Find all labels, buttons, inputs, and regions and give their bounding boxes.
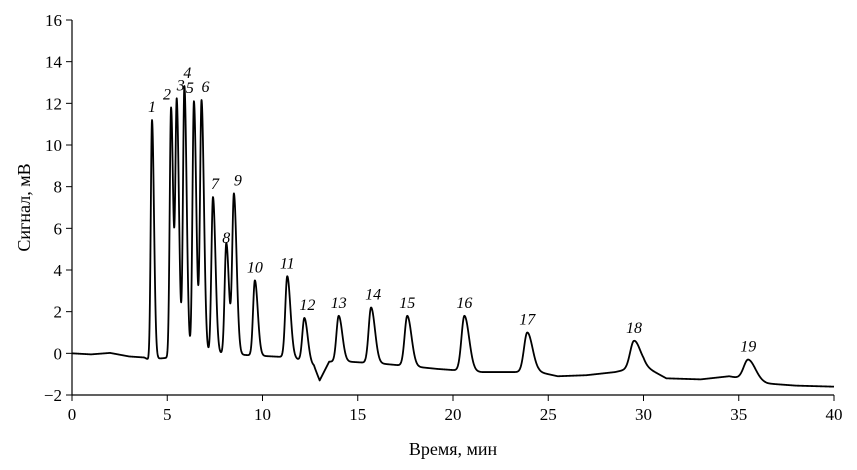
x-axis-title: Время, мин — [409, 439, 498, 459]
peak-label-15: 15 — [399, 295, 415, 312]
peak-label-16: 16 — [456, 295, 472, 312]
peak-label-12: 12 — [299, 297, 315, 314]
peak-label-10: 10 — [247, 259, 263, 276]
peak-label-18: 18 — [626, 320, 642, 337]
peak-label-8: 8 — [222, 230, 230, 247]
x-tick-label: 30 — [635, 405, 652, 424]
x-tick-label: 20 — [445, 405, 462, 424]
y-tick-label: 14 — [45, 53, 63, 72]
y-tick-label: 12 — [45, 94, 62, 113]
y-tick-label: −2 — [44, 386, 62, 405]
y-tick-label: 16 — [45, 11, 62, 30]
peak-label-13: 13 — [331, 295, 347, 312]
peak-label-14: 14 — [365, 287, 381, 304]
y-tick-label: 8 — [54, 178, 63, 197]
x-axis-ticks: 0 5 10 15 20 25 30 35 40 — [68, 395, 843, 424]
peak-label-1: 1 — [148, 99, 156, 116]
peak-label-5: 5 — [186, 80, 194, 97]
signal-line — [71, 85, 835, 388]
peak-label-17: 17 — [519, 312, 536, 329]
peak-label-3: 3 — [176, 77, 185, 94]
y-tick-label: 6 — [54, 219, 63, 238]
peak-label-2: 2 — [163, 86, 171, 103]
x-tick-label: 25 — [540, 405, 557, 424]
y-axis-ticks: −2 0 2 4 6 8 10 12 14 16 — [44, 11, 72, 405]
peak-label-7: 7 — [211, 176, 220, 193]
x-tick-label: 0 — [68, 405, 77, 424]
y-tick-label: 4 — [54, 261, 63, 280]
peak-label-11: 11 — [280, 255, 295, 272]
peak-label-9: 9 — [234, 172, 242, 189]
x-tick-label: 40 — [826, 405, 843, 424]
x-tick-label: 5 — [163, 405, 172, 424]
x-tick-label: 10 — [254, 405, 271, 424]
y-tick-label: 10 — [45, 136, 62, 155]
x-tick-label: 15 — [349, 405, 366, 424]
y-axis-title: Сигнал, мВ — [14, 163, 34, 251]
x-tick-label: 35 — [730, 405, 747, 424]
peak-label-4: 4 — [183, 65, 191, 82]
y-tick-label: 2 — [54, 303, 63, 322]
peak-label-19: 19 — [740, 339, 756, 356]
y-tick-label: 0 — [54, 344, 63, 363]
peak-label-6: 6 — [202, 79, 210, 96]
